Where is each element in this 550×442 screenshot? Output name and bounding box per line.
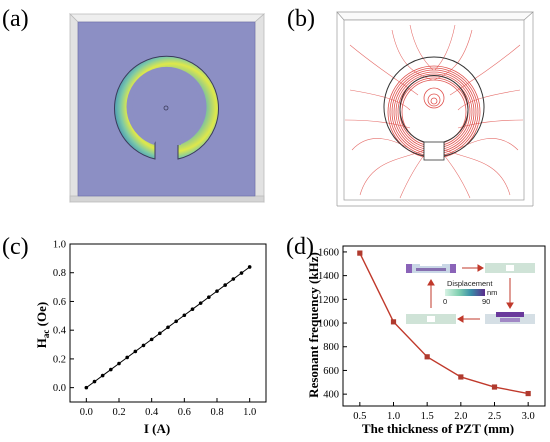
panel-label-b: (b): [287, 6, 315, 32]
colorbar-min: 0: [443, 297, 447, 306]
panel-label-a: (a): [2, 6, 29, 32]
chart-c-data-point: [174, 319, 178, 324]
chart-d-ytick-label: 400: [323, 390, 339, 401]
chart-d-inset: Displacement nm 0 90: [406, 262, 535, 324]
chart-c-xlabel: I (A): [144, 421, 170, 436]
chart-d-xtick-label: 0.5: [353, 411, 366, 422]
chart-d-ytick-label: 1000: [318, 319, 339, 330]
inset-mode-bottom-left: [406, 314, 456, 324]
chart-c-data-point: [158, 331, 162, 336]
chart-d-series-line: [359, 252, 529, 395]
chart-d-data-point: [390, 319, 397, 325]
chart-d-xtick-label: 1.5: [421, 411, 434, 422]
colorbar: [445, 289, 485, 296]
chart-d-xlabel: The thickness of PZT (mm): [362, 421, 514, 436]
chart-c-ytick-label: 1.0: [53, 240, 66, 251]
chart-d-ytick-label: 1400: [318, 271, 339, 282]
panel-a-simulation: [69, 13, 266, 203]
chart-c-ylabel: Hac (Oe): [34, 302, 51, 348]
chart-c-data-point: [190, 307, 195, 312]
chart-d-ytick-label: 1200: [318, 295, 339, 306]
chart-c-data-point: [247, 265, 252, 269]
chart-c-data-point: [141, 343, 146, 348]
chart-c-data-point: [166, 325, 170, 330]
chart-d-ytick-label: 1600: [318, 247, 339, 258]
chart-c-xtick-label: 1.0: [243, 407, 256, 418]
chart-c-data-point: [100, 373, 105, 378]
chart-c-ytick-label: 0.4: [53, 326, 67, 337]
panel-b-field-lines: [336, 11, 534, 207]
chart-d-ytick-label: 800: [323, 342, 339, 353]
chart-c-data-point: [133, 349, 138, 354]
chart-d-xtick-label: 2.0: [454, 411, 467, 422]
chart-c-data-point: [92, 379, 97, 384]
chart-c-data-point: [223, 283, 227, 287]
chart-c-data-point: [109, 367, 113, 372]
chart-c-data-point: [207, 295, 211, 299]
panel-label-c: (c): [2, 234, 29, 260]
chart-c-data-point: [149, 337, 154, 342]
inset-mode-top-right: [485, 263, 535, 273]
inset-mode-top-left: [406, 262, 456, 273]
chart-c-xtick-label: 0.0: [80, 407, 93, 418]
panel-label-d: (d): [286, 234, 314, 260]
chart-c-data-point: [215, 289, 219, 293]
inset-arrows: [427, 264, 514, 323]
chart-c: 0.0 0.2 0.4 0.6 0.8 1.0 0.0 0.2 0.4 0.6 0.8 1.0: [53, 240, 267, 418]
chart-c-data-point: [198, 301, 203, 305]
chart-c-data-point: [117, 361, 121, 366]
chart-d-data-point: [458, 374, 464, 380]
chart-c-data-point: [84, 385, 89, 390]
chart-c-ytick-label: 0.6: [53, 297, 66, 308]
chart-d-data-point: [424, 354, 430, 360]
chart-c-ytick-label: 0.0: [53, 383, 66, 394]
chart-c-data-point: [125, 355, 129, 360]
chart-c-data-point: [182, 313, 187, 318]
chart-d-data-point: [357, 250, 363, 256]
chart-d-frame: [342, 245, 546, 407]
chart-c-xtick-label: 0.8: [210, 407, 223, 418]
chart-d-xtick-label: 2.5: [488, 411, 501, 422]
chart-d-data-point: [491, 384, 498, 390]
colorbar-max: 90: [482, 297, 490, 306]
chart-c-data-point: [239, 271, 244, 275]
chart-d-ytick-label: 600: [323, 366, 339, 377]
chart-d: 0.5 1.0 1.5 2.0 2.5 3.0 400 600 800 1000 1200 1400 1…: [318, 245, 546, 422]
chart-c-ytick-label: 0.2: [53, 354, 66, 365]
chart-d-ylabel: Resonant frequency (kHz): [306, 252, 321, 398]
chart-c-xtick-label: 0.2: [112, 407, 125, 418]
chart-c-data-point: [231, 277, 236, 281]
inset-mode-bottom-right: [485, 312, 535, 324]
chart-d-data-point: [525, 390, 531, 397]
chart-c-xtick-label: 0.4: [145, 407, 159, 418]
colorbar-title: Displacement: [447, 279, 493, 288]
chart-c-frame: [69, 243, 267, 403]
chart-d-xtick-label: 1.0: [387, 411, 400, 422]
chart-d-xtick-label: 3.0: [522, 411, 535, 422]
chart-c-ytick-label: 0.8: [53, 268, 66, 279]
chart-c-xtick-label: 0.6: [178, 407, 191, 418]
colorbar-unit: nm: [487, 288, 497, 297]
